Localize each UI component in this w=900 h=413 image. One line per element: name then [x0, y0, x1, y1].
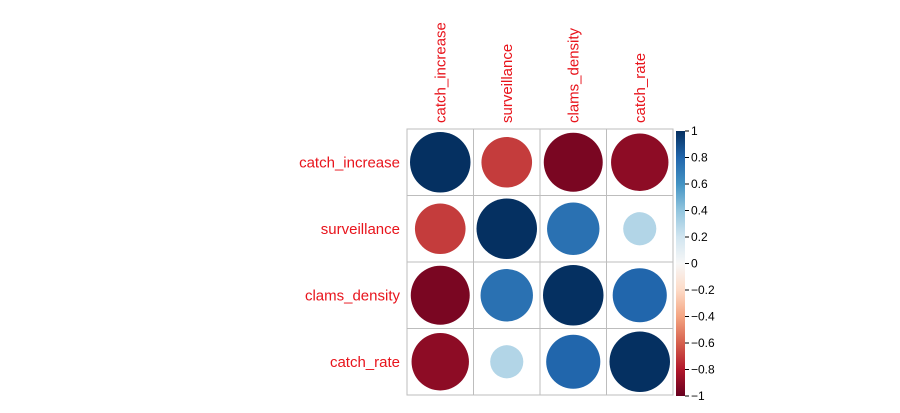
row-label-clams_density: clams_density	[305, 287, 401, 304]
corr-circle-catch_increase-catch_rate	[611, 133, 669, 191]
colorbar-gradient	[676, 131, 685, 396]
column-label-surveillance: surveillance	[499, 44, 516, 123]
column-label-catch_increase: catch_increase	[432, 22, 449, 123]
corr-circle-clams_density-clams_density	[543, 265, 604, 326]
row-label-catch_rate: catch_rate	[330, 354, 400, 371]
colorbar-tick-label: −0.8	[691, 363, 715, 377]
corr-circle-catch_rate-surveillance	[490, 345, 524, 379]
corr-circle-catch_increase-catch_increase	[410, 132, 471, 193]
colorbar-tick-label: −0.2	[691, 283, 715, 297]
column-label-clams_density: clams_density	[565, 27, 582, 123]
corr-circle-catch_increase-clams_density	[543, 132, 603, 192]
corr-circle-catch_rate-catch_rate	[609, 331, 670, 392]
colorbar-tick-label: 0.2	[691, 230, 708, 244]
colorbar-tick-label: 0.4	[691, 204, 708, 218]
colorbar-tick-label: 0.8	[691, 151, 708, 165]
corr-circle-catch_rate-clams_density	[546, 334, 601, 389]
colorbar-tick-label: 0	[691, 257, 698, 271]
colorbar-tick-label: −0.6	[691, 336, 715, 350]
corr-circle-clams_density-catch_increase	[410, 265, 470, 325]
corr-circle-catch_rate-catch_increase	[411, 333, 469, 391]
corr-circle-surveillance-catch_rate	[623, 212, 657, 246]
colorbar-tick-label: 1	[691, 124, 698, 138]
row-label-catch_increase: catch_increase	[299, 154, 400, 171]
corr-circle-surveillance-clams_density	[547, 202, 600, 255]
corr-circle-catch_increase-surveillance	[481, 136, 533, 188]
colorbar-tick-label: −0.4	[691, 310, 715, 324]
row-label-surveillance: surveillance	[321, 221, 400, 238]
colorbar-tick-label: −1	[691, 389, 705, 403]
column-label-catch_rate: catch_rate	[632, 53, 649, 123]
corr-circle-clams_density-catch_rate	[612, 268, 667, 323]
correlation-circles	[410, 132, 670, 392]
corr-circle-clams_density-surveillance	[480, 269, 533, 322]
colorbar-tick-label: 0.6	[691, 177, 708, 191]
colorbar: 1 0.8 0.6 0.4 0.2 0 −0.2 −0.4 −0.6 −0.8 −1	[676, 124, 715, 403]
row-labels: catch_increase surveillance clams_densityc…	[299, 154, 400, 371]
corr-circle-surveillance-catch_increase	[414, 203, 466, 255]
column-labels: catch_increase surveillance clams_density c…	[432, 22, 649, 123]
corr-circle-surveillance-surveillance	[476, 198, 537, 259]
